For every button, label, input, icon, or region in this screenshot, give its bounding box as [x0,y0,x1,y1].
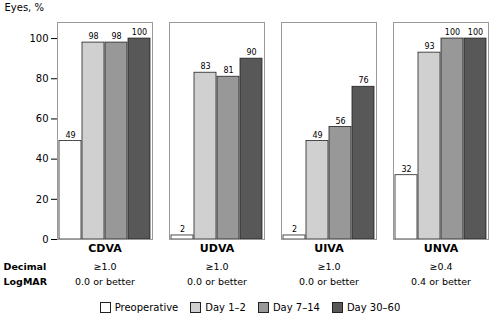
svg-text:Decimal: Decimal [4,261,47,272]
svg-text:2: 2 [180,225,185,234]
svg-text:2: 2 [292,225,297,234]
svg-text:32: 32 [401,165,411,174]
svg-text:UDVA: UDVA [200,242,235,255]
svg-text:49: 49 [312,131,322,140]
svg-text:UNVA: UNVA [424,242,459,255]
svg-text:81: 81 [223,66,233,75]
html-text:Day 7–14: Day 7–14 [272,301,320,313]
svg-text:≥0.4: ≥0.4 [429,261,452,272]
svg-text:80: 80 [36,73,49,84]
svg-text:0.0 or better: 0.0 or better [75,276,135,287]
svg-text:UIVA: UIVA [314,242,344,255]
html-text:Preoperative: Preoperative [114,301,179,313]
html-text:Day 1–2: Day 1–2 [205,301,246,313]
svg-text:83: 83 [200,62,210,71]
svg-text:≥1.0: ≥1.0 [205,261,228,272]
svg-text:100: 100 [445,28,460,37]
svg-text:49: 49 [65,131,75,140]
svg-text:0.4 or better: 0.4 or better [411,276,471,287]
html-text:Day 30–60: Day 30–60 [346,301,401,313]
svg-text:Eyes, %: Eyes, % [5,2,44,13]
svg-text:0: 0 [42,234,48,245]
svg-text:60: 60 [36,113,49,124]
svg-text:76: 76 [358,76,368,85]
svg-text:40: 40 [36,153,49,164]
svg-text:≥1.0: ≥1.0 [317,261,340,272]
svg-text:100: 100 [468,28,483,37]
svg-text:≥1.0: ≥1.0 [93,261,116,272]
svg-text:0.0 or better: 0.0 or better [187,276,247,287]
svg-text:98: 98 [111,32,121,41]
svg-text:100: 100 [132,28,147,37]
svg-text:98: 98 [88,32,98,41]
svg-text:100: 100 [29,33,48,44]
svg-text:93: 93 [424,42,434,51]
svg-text:90: 90 [246,48,256,57]
svg-text:CDVA: CDVA [88,242,122,255]
svg-text:0.0 or better: 0.0 or better [299,276,359,287]
svg-text:20: 20 [36,194,49,205]
svg-text:LogMAR: LogMAR [4,276,48,287]
svg-text:56: 56 [335,117,345,126]
